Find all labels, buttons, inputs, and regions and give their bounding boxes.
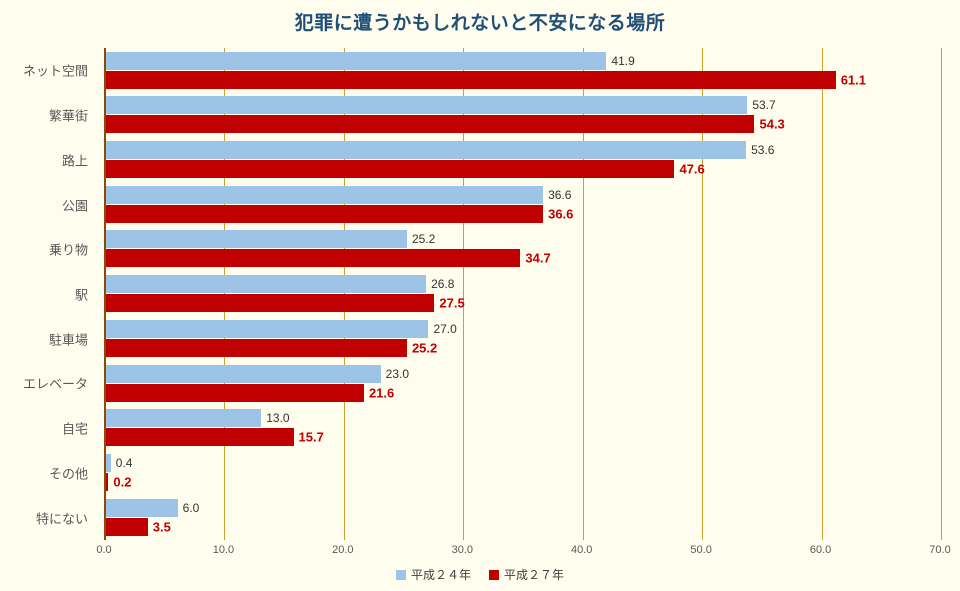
x-tick-label: 70.0 [929,544,951,556]
bar-value-label: 0.2 [113,474,132,490]
bar-h24 [106,185,544,204]
bar-value-label: 21.6 [368,385,395,401]
gridline [941,48,942,540]
bar-h27 [106,294,435,313]
bar-value-label: 53.6 [751,142,775,157]
bar-h24 [106,51,607,70]
gridline [224,48,226,540]
gridlines [106,48,942,540]
bar-value-label: 36.6 [548,206,574,222]
category-label: 自宅 [61,421,88,437]
bar-value-label: 15.7 [298,429,324,445]
bar-value-label: 26.8 [431,277,455,292]
bar-value-label: 27.5 [439,295,465,311]
category-label: エレベータ [22,376,88,392]
bar-value-label: 54.3 [759,116,785,132]
bar-h27 [106,115,755,134]
category-label: 駅 [74,287,88,303]
bar-value-label: 13.0 [266,411,290,426]
category-label: 路上 [61,153,88,169]
x-tick-label: 10.0 [212,544,235,556]
bar-h27 [106,249,521,268]
bar-value-label: 6.0 [182,500,200,515]
bar-value-label: 47.6 [679,161,705,177]
bar-h24 [106,364,381,383]
bar-h24 [106,498,178,517]
bar-value-label: 23.0 [385,366,410,381]
bar-value-label: 36.6 [548,187,572,202]
gridline [463,48,465,540]
gridline [343,48,345,540]
bar-value-label: 61.1 [840,72,867,87]
bar-h27 [106,383,364,402]
bar-value-label: 41.9 [611,53,635,68]
category-labels: ネット空間繁華街路上公園乗り物駅駐車場エレベータ自宅その他特にない [0,48,96,540]
category-label: 公園 [61,198,88,214]
legend-item-h27: 平成２７年 [489,566,564,583]
bar-value-label: 53.7 [752,98,776,113]
bar-value-label: 27.0 [433,321,457,336]
bar-h27 [106,204,544,223]
bar-h24 [106,230,407,249]
bar-value-label: 25.2 [411,340,438,356]
bar-h27 [106,517,148,536]
category-label: その他 [48,466,88,482]
legend-label-h24: 平成２４年 [410,568,471,582]
chart-title: 犯罪に遭うかもしれないと不安になる場所 [294,13,666,34]
category-label: 特にない [35,511,88,527]
bar-h24 [106,140,747,159]
bar-h24 [106,409,262,428]
bar-h24 [106,96,748,115]
x-axis: 0.0 10.0 20.0 30.0 40.0 50.0 60.0 70.0 [96,544,950,560]
bar-value-label: 3.5 [152,519,171,535]
bar-value-label: 0.4 [115,456,133,471]
bar-h27 [106,338,407,357]
legend-swatch-h27-icon [489,569,499,580]
bar-h24 [106,454,111,473]
category-label: 駐車場 [48,332,88,348]
x-tick-label: 20.0 [332,544,354,556]
bars-layer: 41.9 61.1 53.7 54.3 53.6 47.6 36.6 36.6 25.2 34.7… [106,48,942,540]
x-tick-label: 30.0 [451,544,473,556]
gridline [821,48,823,540]
gridline [702,48,704,540]
gridline [582,48,584,540]
bar-h27 [106,70,836,89]
x-tick-label: 40.0 [570,544,593,556]
legend-swatch-h24-icon [395,569,406,580]
legend-item-h24: 平成２４年 [395,566,471,583]
category-label: 乗り物 [48,242,88,258]
bar-value-label: 34.7 [525,250,551,266]
x-tick-label: 50.0 [690,544,712,556]
bar-h24 [106,275,427,294]
x-tick-label: 0.0 [96,544,112,556]
legend-label-h27: 平成２７年 [504,568,565,582]
plot-area: 41.9 61.1 53.7 54.3 53.6 47.6 36.6 36.6 25.2 34.7… [104,48,942,540]
bar-h27 [106,428,294,447]
x-tick-label: 60.0 [809,544,832,556]
category-label: 繁華街 [48,108,88,124]
bar-h27 [106,473,109,492]
bar-h27 [106,159,675,178]
bar-value-label: 25.2 [411,232,436,247]
bar-h24 [106,319,429,338]
legend: 平成２４年 平成２７年 [0,566,960,583]
category-label: ネット空間 [22,63,88,79]
